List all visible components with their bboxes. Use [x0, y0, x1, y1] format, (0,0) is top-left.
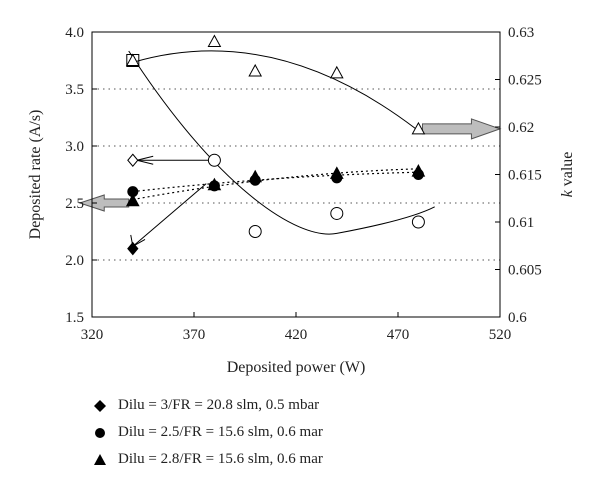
- triangle-icon: [94, 453, 106, 465]
- data-point-triangle: [411, 121, 426, 135]
- y-right-axis-symbol: k: [559, 189, 576, 197]
- fit-curve-k-circle: [128, 50, 435, 235]
- x-tick-label: 320: [81, 327, 104, 343]
- y-left-tick-label: 1.5: [65, 310, 84, 326]
- gridlines: [92, 88, 500, 261]
- legend-item-diamond: Dilu = 3/FR = 20.8 slm, 0.5 mbar: [90, 392, 323, 419]
- axis-arrows: [78, 118, 502, 248]
- data-point-triangle: [125, 53, 140, 66]
- data-point-circle: [411, 215, 425, 229]
- x-tick-label: 470: [387, 327, 410, 343]
- data-point-triangle: [411, 164, 426, 177]
- y-right-tick-label: 0.62: [508, 120, 534, 136]
- x-tick-label: 520: [489, 327, 512, 343]
- legend-label: Dilu = 3/FR = 20.8 slm, 0.5 mbar: [118, 397, 320, 413]
- y-right-tick-label: 0.615: [508, 168, 542, 184]
- data-point-triangle: [329, 65, 344, 79]
- circle-icon: [95, 427, 105, 438]
- x-tick-label: 420: [285, 327, 308, 343]
- fit-curve-rate-triangle: [132, 168, 419, 201]
- fit-curve-k-triangle: [132, 50, 419, 132]
- y-right-tick-label: 0.63: [508, 25, 534, 41]
- y-right-axis-word: value: [559, 152, 576, 191]
- legend-item-circle: Dilu = 2.5/FR = 15.6 slm, 0.6 mar: [90, 419, 323, 446]
- fit-curves: [128, 50, 435, 235]
- pointer-line: [132, 183, 207, 247]
- legend-label: Dilu = 2.8/FR = 15.6 slm, 0.6 mar: [118, 451, 323, 467]
- diamond-icon: [94, 399, 106, 412]
- data-point-circle: [207, 153, 221, 167]
- data-point-triangle: [329, 166, 344, 179]
- y-right-tick-label: 0.605: [508, 263, 542, 279]
- tick-labels: 1.5 2.0 2.5 3.0 3.5 4.0 0.6 0.605 0.61 0.615 0.62 0…: [65, 25, 542, 343]
- data-markers: [125, 34, 426, 256]
- data-point-triangle: [248, 169, 263, 183]
- y-right-tick-label: 0.625: [508, 73, 542, 89]
- data-point-triangle: [248, 63, 263, 77]
- x-tick-label: 370: [183, 327, 206, 343]
- y-right-axis-title: k value: [559, 152, 576, 198]
- y-left-axis-title: Deposited rate (A/s): [27, 110, 44, 240]
- y-left-tick-label: 2.0: [65, 253, 84, 269]
- arrow-left-icon: [78, 194, 130, 212]
- y-left-tick-label: 3.0: [65, 139, 84, 155]
- data-point-triangle: [207, 34, 222, 47]
- data-point-circle: [248, 225, 262, 238]
- data-point-triangle: [125, 193, 140, 207]
- data-point-circle: [330, 206, 344, 220]
- data-point-square: [126, 54, 140, 67]
- fit-curve-rate-circle: [132, 171, 419, 193]
- legend-item-triangle: Dilu = 2.8/FR = 15.6 slm, 0.6 mar: [90, 446, 323, 473]
- arrow-right-icon: [421, 118, 502, 140]
- y-left-tick-label: 3.5: [65, 82, 84, 98]
- y-left-tick-label: 2.5: [65, 196, 84, 212]
- legend: Dilu = 3/FR = 20.8 slm, 0.5 mbar Dilu = …: [90, 392, 323, 473]
- tick-marks: [91, 31, 501, 318]
- y-left-tick-label: 4.0: [65, 25, 84, 41]
- legend-label: Dilu = 2.5/FR = 15.6 slm, 0.6 mar: [118, 424, 323, 440]
- data-point-triangle: [207, 177, 222, 191]
- y-right-tick-label: 0.6: [508, 310, 527, 326]
- y-right-tick-label: 0.61: [508, 215, 534, 231]
- chart: 1.5 2.0 2.5 3.0 3.5 4.0 0.6 0.605 0.61 0.615 0.62 0…: [27, 25, 576, 376]
- x-axis-title: Deposited power (W): [227, 359, 366, 376]
- data-point-diamond: [127, 241, 139, 256]
- plot-frame: [91, 31, 501, 318]
- data-point-diamond: [127, 153, 139, 168]
